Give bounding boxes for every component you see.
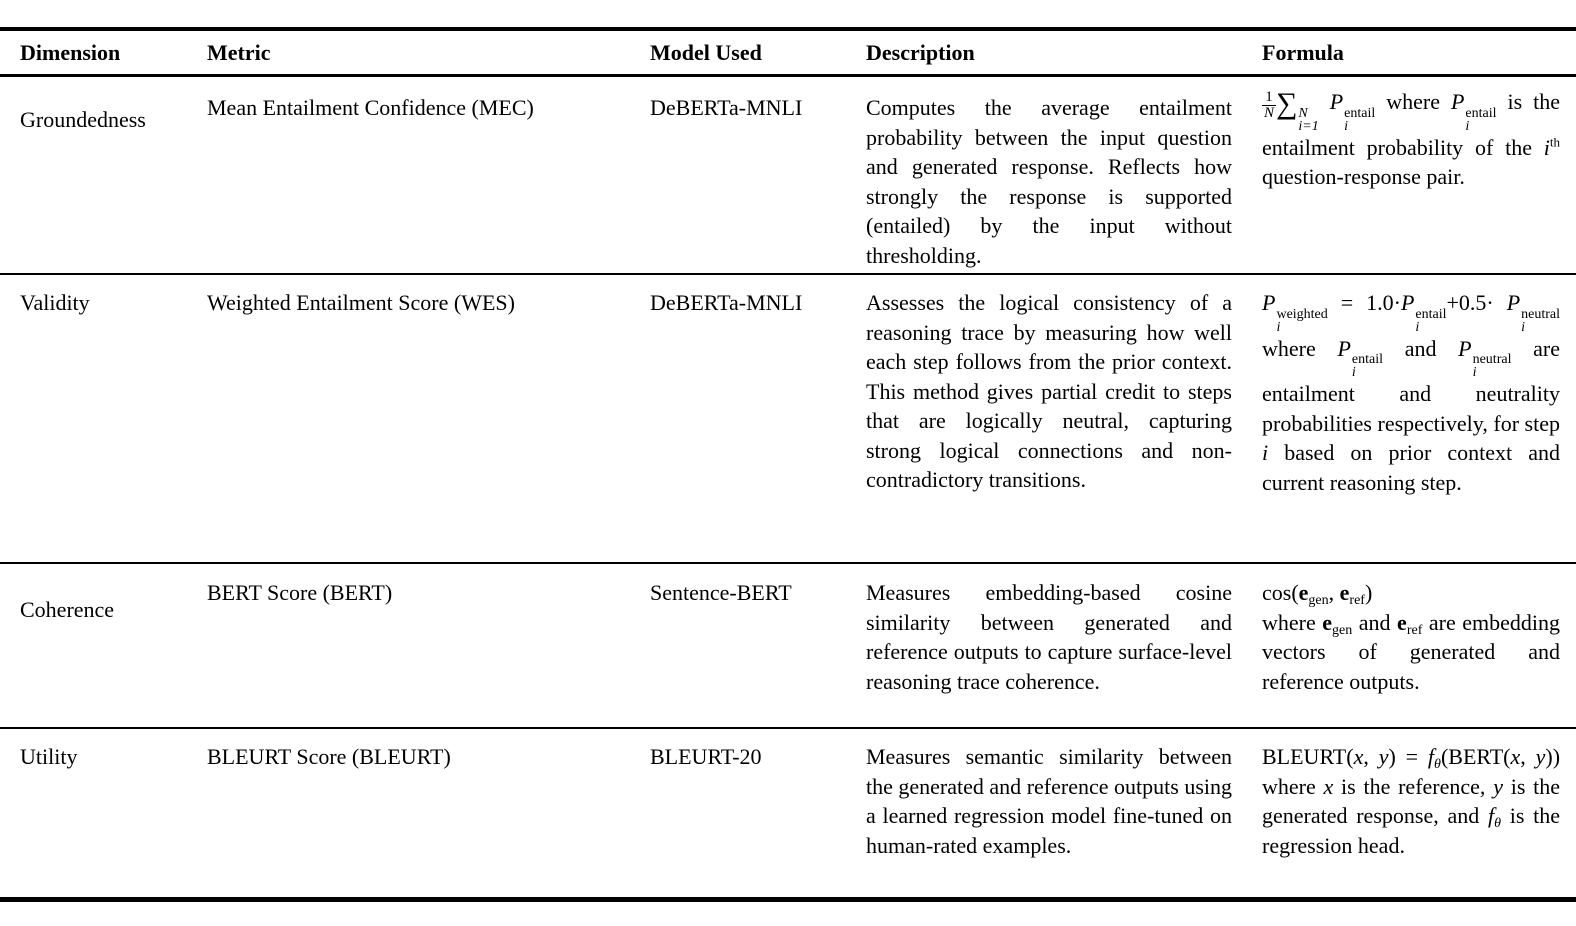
header-row: Dimension Metric Model Used Description …	[0, 31, 1576, 74]
formula-text: is the reference,	[1341, 773, 1486, 799]
formula-text: question-response pair.	[1262, 164, 1465, 190]
cell-dimension: Utility	[20, 744, 78, 769]
formula-text: where	[1386, 89, 1440, 114]
math-i-th: ith	[1543, 134, 1561, 160]
cell-description: Assesses the logical consistency of a re…	[866, 290, 1232, 492]
formula-text: based on prior context and current reaso…	[1262, 440, 1561, 495]
formula-text: is the generated response, and	[1262, 773, 1561, 829]
math-cos-expression: cos(egen, eref)	[1262, 580, 1373, 609]
row-rule	[0, 562, 1576, 564]
cell-formula: cos(egen, eref) where egen and eref are …	[1262, 564, 1560, 727]
cell-metric: Weighted Entailment Score (WES)	[207, 290, 515, 315]
row-rule	[0, 727, 1576, 729]
table-row-utility: Utility BLEURT Score (BLEURT) BLEURT-20 …	[0, 729, 1576, 897]
formula-text: and	[1404, 335, 1437, 361]
cell-description: Measures semantic similarity between the…	[866, 744, 1232, 858]
formula-text: is the regression head.	[1262, 803, 1560, 858]
formula-text-block: where egen and eref are embedding vector…	[1262, 609, 1560, 694]
math-term: 1.0·P entail i	[1366, 290, 1447, 335]
table-row-groundedness: Groundedness Mean Entailment Confidence …	[0, 77, 1576, 273]
math-y-var: y	[1493, 773, 1503, 799]
math-bleurt-call: BLEURT(x, y)	[1262, 744, 1396, 769]
header-dimension: Dimension	[20, 40, 121, 65]
math-e-gen: egen	[1322, 609, 1353, 638]
header-metric: Metric	[207, 40, 271, 65]
formula-text: is the entailment probability of the	[1262, 89, 1561, 160]
math-f-theta: fθ	[1487, 803, 1501, 832]
formula-text: where	[1262, 773, 1316, 799]
header-formula: Formula	[1262, 40, 1344, 65]
cell-model: DeBERTa-MNLI	[650, 95, 803, 120]
formula-text: where	[1262, 335, 1316, 361]
formula-text: are entailment and neutrality probabilit…	[1262, 335, 1561, 436]
cell-description: Computes the average entailment probabil…	[866, 95, 1232, 268]
row-rule	[0, 273, 1576, 275]
metrics-table: Dimension Metric Model Used Description …	[0, 27, 1576, 902]
cell-model: Sentence-BERT	[650, 580, 792, 605]
math-equals: =	[1405, 744, 1419, 769]
math-term: +0.5·	[1446, 290, 1494, 315]
header-rule	[0, 74, 1576, 77]
cell-metric: Mean Entailment Confidence (MEC)	[207, 95, 534, 120]
table-row-coherence: Coherence BERT Score (BERT) Sentence-BER…	[0, 564, 1576, 727]
header-model-used: Model Used	[650, 40, 762, 65]
cell-model: BLEURT-20	[650, 744, 762, 769]
sum-symbol: ∑	[1276, 87, 1298, 120]
top-rule	[0, 27, 1576, 31]
header-description: Description	[866, 40, 975, 65]
cell-dimension: Validity	[20, 290, 90, 315]
cell-metric: BERT Score (BERT)	[207, 580, 393, 605]
cell-dimension: Coherence	[20, 597, 115, 622]
math-e-ref: eref	[1397, 609, 1423, 638]
table-row-validity: Validity Weighted Entailment Score (WES)…	[0, 275, 1576, 562]
math-x-var: x	[1323, 773, 1334, 799]
cell-model: DeBERTa-MNLI	[650, 290, 803, 315]
cell-description: Measures embedding-based cosine similari…	[866, 580, 1232, 694]
bottom-rule	[0, 897, 1576, 902]
cell-formula: BLEURT(x, y) = fθ(BERT(x, y)) where x is…	[1262, 729, 1560, 897]
math-equals: =	[1340, 290, 1354, 315]
cell-dimension: Groundedness	[20, 107, 146, 132]
math-i-var: i	[1262, 440, 1269, 466]
math-f-theta-call: fθ(BERT(x, y))	[1427, 744, 1561, 773]
cell-metric: BLEURT Score (BLEURT)	[207, 744, 451, 769]
